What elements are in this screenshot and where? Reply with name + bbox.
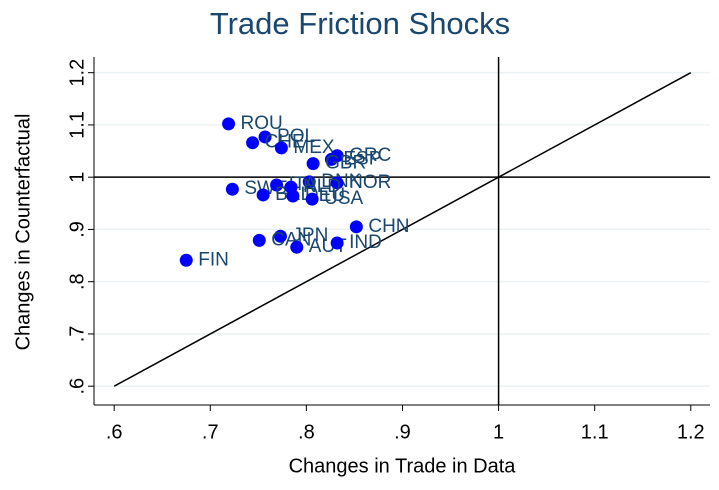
point [270,178,284,192]
point-label: ESP [343,148,381,169]
point-label: MEX [293,137,335,158]
point [290,240,304,254]
point-label: GRC [349,145,391,166]
y-tick-label: .6 [66,378,88,395]
x-tick-label: .6 [106,421,123,443]
point-label: JPN [292,225,328,246]
diagonal-line [113,72,692,387]
point [349,220,363,234]
point-label: CHE [265,132,305,153]
x-tick-label: 1.1 [581,421,609,443]
point [274,141,288,155]
y-tick-label: .9 [66,221,88,238]
y-tick-label: 1.1 [66,111,88,139]
point-label: NOR [349,172,391,193]
point [256,188,270,202]
point [286,189,300,203]
point-label: FIN [198,249,229,270]
point [305,192,319,206]
y-tick-label: 1.2 [66,59,88,87]
x-tick-label: .8 [298,421,315,443]
x-tick-label: 1 [493,421,504,443]
x-tick-label: 1.2 [677,421,705,443]
x-axis-title: Changes in Trade in Data [289,455,517,477]
x-tick-label: .7 [202,421,219,443]
point [273,229,287,243]
y-tick-label: 1 [66,172,88,183]
point-label: IND [349,232,382,253]
point [246,136,260,150]
point [306,157,320,171]
chart-title: Trade Friction Shocks [210,6,510,41]
point [225,182,239,196]
point-label: POL [277,126,315,147]
point [222,117,236,131]
point-label: ROU [241,113,283,134]
point-label: NLD [303,176,341,197]
y-tick-label: .7 [66,326,88,343]
point [324,152,338,166]
point-label: USA [324,188,363,209]
point [302,175,316,189]
x-tick-label: .9 [394,421,411,443]
point-label: GBR [325,153,366,174]
point [258,130,272,144]
point [179,253,193,267]
point [330,236,344,250]
point [252,233,266,247]
point [330,176,344,190]
y-tick-label: .8 [66,273,88,290]
point-label: CHN [368,216,409,237]
y-axis-title: Changes in Counterfactual [12,114,34,351]
